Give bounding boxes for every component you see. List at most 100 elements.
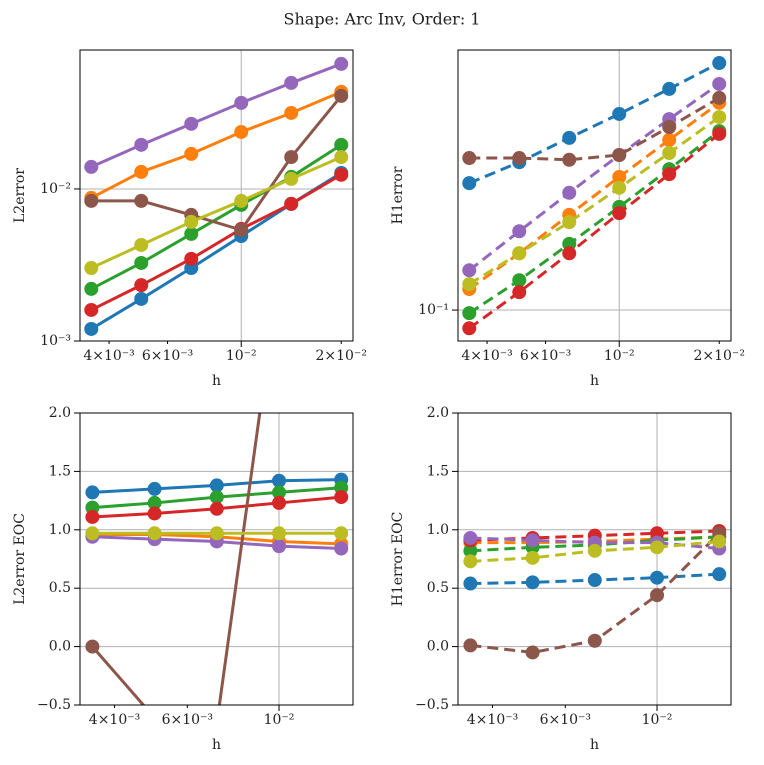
data-point (234, 223, 249, 238)
data-point (184, 116, 199, 131)
data-point (525, 533, 540, 548)
data-point (462, 306, 477, 321)
data-point (712, 90, 727, 105)
y-tick-label: 0.0 (49, 639, 71, 655)
x-tick-label: 10⁻² (604, 348, 635, 364)
data-point (463, 530, 478, 545)
x-tick-label: 6×10⁻³ (520, 348, 571, 364)
x-tick-label: 4×10⁻³ (467, 712, 518, 728)
y-axis-label: H1error (390, 166, 406, 224)
x-tick-label: 4×10⁻³ (89, 712, 140, 728)
y-axis-label: H1error EOC (390, 512, 406, 607)
data-point (272, 495, 287, 510)
data-point (512, 224, 527, 239)
y-tick-label: 0.5 (427, 580, 449, 596)
data-point (612, 147, 627, 162)
data-point (463, 543, 478, 558)
data-point (612, 106, 627, 121)
data-point (334, 150, 349, 165)
axes-frame (79, 412, 354, 706)
data-point (284, 196, 299, 211)
data-point (462, 151, 477, 166)
data-point (209, 501, 224, 516)
plot-area (463, 523, 727, 660)
x-tick-label: 6×10⁻³ (162, 712, 213, 728)
data-point (184, 214, 199, 229)
y-tick-label: 10⁻² (40, 181, 71, 197)
data-point (209, 478, 224, 493)
x-tick-label: 2×10⁻² (693, 348, 744, 364)
data-point (134, 291, 149, 306)
data-point (84, 193, 99, 208)
data-point (612, 206, 627, 221)
x-tick-label: 10⁻² (264, 712, 295, 728)
data-point (463, 576, 478, 591)
series-line (468, 82, 721, 272)
x-axis-label: h (212, 737, 221, 753)
series-line (90, 173, 342, 312)
data-point (562, 215, 577, 230)
data-point (334, 137, 349, 152)
data-point (85, 526, 100, 541)
y-tick-label: 1.0 (49, 522, 71, 538)
data-point (512, 246, 527, 261)
data-point (147, 506, 162, 521)
data-point (284, 171, 299, 186)
series-line (90, 143, 343, 291)
series-line (90, 90, 342, 200)
data-point (234, 124, 249, 139)
data-point (84, 159, 99, 174)
series-line (90, 155, 342, 270)
data-point (134, 137, 149, 152)
series-line (468, 129, 721, 315)
data-point (184, 226, 199, 241)
data-point (147, 526, 162, 541)
data-point (525, 575, 540, 590)
data-point (134, 164, 149, 179)
x-axis-label: h (590, 373, 599, 389)
data-point (562, 246, 577, 261)
data-point (84, 302, 99, 317)
x-tick-label: 6×10⁻³ (142, 348, 193, 364)
data-point (272, 473, 287, 488)
data-point (462, 321, 477, 336)
data-point (147, 495, 162, 510)
axes-frame (457, 412, 732, 706)
data-point (712, 110, 727, 125)
data-point (284, 75, 299, 90)
y-tick-label: 10⁻¹ (418, 302, 449, 318)
data-point (612, 169, 627, 184)
data-point (234, 95, 249, 110)
data-point (662, 146, 677, 161)
data-point (272, 485, 287, 500)
data-point (209, 526, 224, 541)
data-point (562, 185, 577, 200)
y-tick-label: 0.0 (427, 639, 449, 655)
data-point (712, 534, 727, 549)
figure-title: Shape: Arc Inv, Order: 1 (284, 10, 481, 29)
y-tick-label: 2.0 (427, 405, 449, 421)
axes-frame (457, 49, 732, 342)
data-point (462, 263, 477, 278)
data-point (525, 645, 540, 660)
data-point (184, 251, 199, 266)
axes-frame (79, 49, 354, 342)
data-point (587, 573, 602, 588)
data-point (525, 550, 540, 565)
data-point (463, 638, 478, 653)
x-tick-label: 4×10⁻³ (83, 348, 134, 364)
y-tick-label: −0.5 (415, 697, 449, 713)
data-point (562, 130, 577, 145)
series-line (469, 96, 720, 162)
series-line (468, 61, 720, 185)
plot-area (85, 413, 349, 705)
data-point (512, 273, 527, 288)
x-tick-label: 4×10⁻³ (461, 348, 512, 364)
y-tick-label: 0.5 (49, 580, 71, 596)
data-point (272, 539, 287, 554)
data-point (134, 193, 149, 208)
data-point (512, 151, 527, 166)
series-line (90, 62, 342, 169)
data-point (712, 567, 727, 582)
